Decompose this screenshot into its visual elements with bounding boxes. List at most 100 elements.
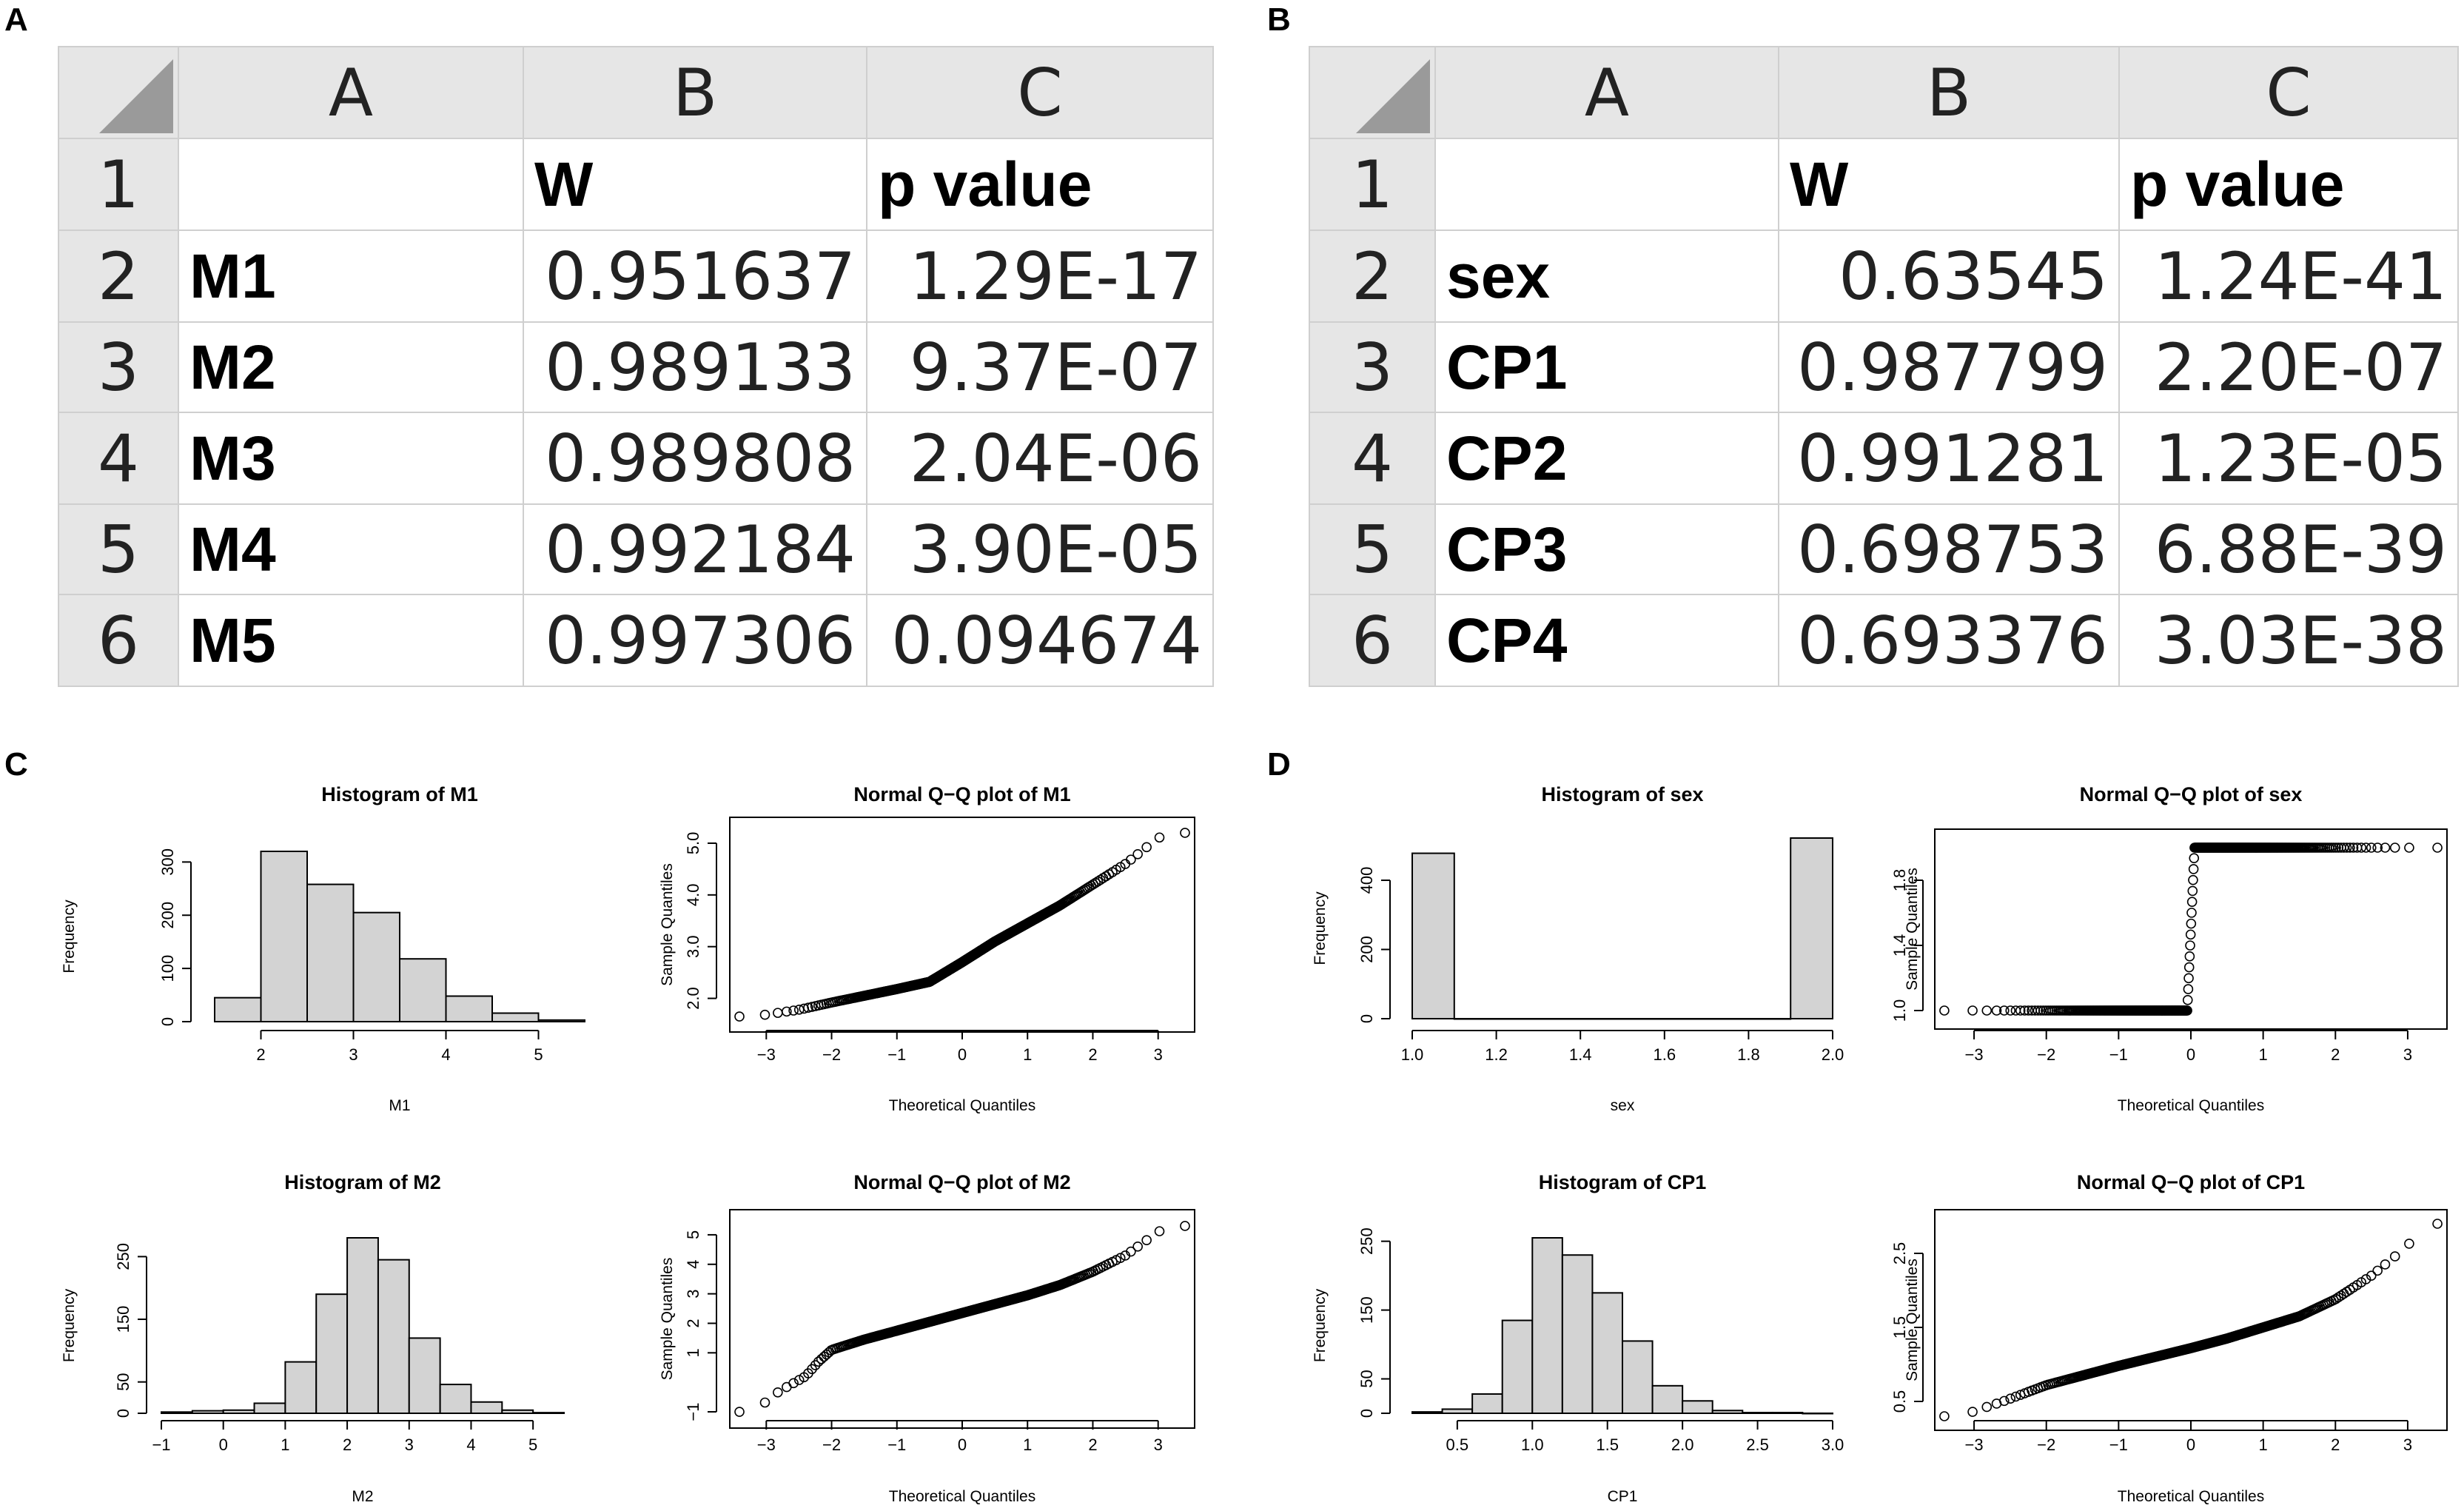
qq-point: [2035, 1005, 2046, 1016]
panel-label-d: D: [1267, 746, 1291, 783]
cell-w[interactable]: 0.997306: [523, 594, 867, 687]
cell-w[interactable]: 0.987799: [1778, 321, 2120, 413]
column-header-a[interactable]: A: [178, 46, 524, 139]
row-header[interactable]: 5: [1309, 503, 1436, 595]
select-all-corner[interactable]: [58, 46, 179, 139]
row-header[interactable]: 5: [58, 503, 179, 595]
panel-label-b: B: [1267, 1, 1291, 38]
column-header-b[interactable]: B: [1778, 46, 2120, 139]
chart-title: Normal Q−Q plot of M1: [853, 783, 1070, 805]
cell-w[interactable]: 0.693376: [1778, 594, 2120, 687]
qq-point: [2023, 1005, 2034, 1016]
cell-label[interactable]: sex: [1434, 230, 1779, 323]
x-tick-label: 2: [2331, 1435, 2340, 1454]
column-header-c[interactable]: C: [2118, 46, 2459, 139]
cell-p[interactable]: 0.094674: [866, 594, 1214, 687]
cell-w[interactable]: 0.951637: [523, 230, 867, 323]
row-header[interactable]: 6: [58, 594, 179, 687]
row-header[interactable]: 2: [58, 230, 179, 323]
histogram-bar: [260, 851, 308, 1022]
cell-label[interactable]: M1: [178, 230, 524, 323]
cell-w-header[interactable]: W: [1778, 138, 2120, 231]
cell-p[interactable]: 9.37E-07: [866, 321, 1214, 413]
y-tick-label: 400: [1357, 867, 1376, 894]
qq-point: [759, 1397, 771, 1408]
cell-p[interactable]: 3.90E-05: [866, 503, 1214, 595]
chart-title: Histogram of M2: [284, 1171, 441, 1193]
cell-p[interactable]: 1.29E-17: [866, 230, 1214, 323]
cell-p[interactable]: 1.24E-41: [2118, 230, 2459, 323]
y-tick-label: 1.8: [1890, 869, 1909, 892]
cell-p[interactable]: 3.03E-38: [2118, 594, 2459, 687]
cell-p[interactable]: 2.04E-06: [866, 412, 1214, 505]
y-axis-label: Frequency: [61, 899, 78, 974]
cell-p[interactable]: 6.88E-39: [2118, 503, 2459, 595]
cell-p-header[interactable]: p value: [2118, 138, 2459, 231]
cell-w[interactable]: 0.698753: [1778, 503, 2120, 595]
qq-point: [734, 1011, 745, 1022]
y-tick-label: 3.0: [684, 935, 702, 958]
cell-w[interactable]: 0.992184: [523, 503, 867, 595]
qq-point: [2183, 962, 2195, 973]
cell[interactable]: [178, 138, 524, 231]
cell-label[interactable]: M2: [178, 321, 524, 413]
qq-point: [1180, 1221, 1190, 1231]
cell-w[interactable]: 0.989133: [523, 321, 867, 413]
x-tick-label: 1.0: [1521, 1435, 1544, 1454]
y-tick-label: 0: [1357, 1014, 1376, 1023]
y-tick-label: 2.5: [1890, 1242, 1909, 1265]
column-header-a[interactable]: A: [1434, 46, 1779, 139]
x-tick-label: 1.4: [1569, 1045, 1592, 1064]
qq-point: [2372, 842, 2383, 853]
cell-w[interactable]: 0.991281: [1778, 412, 2120, 505]
cell-label[interactable]: M5: [178, 594, 524, 687]
row-header[interactable]: 3: [58, 321, 179, 413]
qq-point: [2356, 842, 2367, 853]
row-header[interactable]: 1: [58, 138, 179, 231]
row-header[interactable]: 1: [1309, 138, 1436, 231]
cell-p-header[interactable]: p value: [866, 138, 1214, 231]
row-header[interactable]: 4: [1309, 412, 1436, 505]
select-all-corner[interactable]: [1309, 46, 1436, 139]
x-axis-label: Theoretical Quantiles: [889, 1097, 1035, 1114]
cell-label[interactable]: CP1: [1434, 321, 1779, 413]
y-tick-label: 2.0: [684, 987, 702, 1010]
qq-point: [803, 1002, 813, 1013]
row-header[interactable]: 4: [58, 412, 179, 505]
row-header[interactable]: 3: [1309, 321, 1436, 413]
x-tick-label: 2: [256, 1045, 265, 1064]
cell-p[interactable]: 1.23E-05: [2118, 412, 2459, 505]
row-header[interactable]: 6: [1309, 594, 1436, 687]
qq-point: [1115, 1253, 1126, 1264]
cell-label[interactable]: CP3: [1434, 503, 1779, 595]
qq-point: [2186, 908, 2197, 918]
cell-label[interactable]: M3: [178, 412, 524, 505]
qq-point: [1126, 1246, 1136, 1257]
histogram-bar: [315, 1293, 349, 1415]
cell[interactable]: [1434, 138, 1779, 231]
y-tick-label: −1: [684, 1402, 702, 1421]
y-tick-label: 300: [158, 848, 177, 876]
histogram-bar: [1501, 1319, 1534, 1415]
cell-w[interactable]: 0.63545: [1778, 230, 2120, 323]
cell-label[interactable]: CP2: [1434, 412, 1779, 505]
histogram-bar: [1622, 1340, 1654, 1414]
histogram-bar: [1790, 837, 1833, 1019]
x-axis-label: M1: [389, 1097, 410, 1114]
histogram-bar: [1591, 1292, 1623, 1414]
column-header-b[interactable]: B: [523, 46, 867, 139]
spreadsheet-b: A B C 1 W p value 2 sex 0.63545 1.24E-41…: [1309, 46, 2459, 687]
histogram-bar: [1441, 1408, 1474, 1415]
row-header[interactable]: 2: [1309, 230, 1436, 323]
cell-w[interactable]: 0.989808: [523, 412, 867, 505]
x-tick-label: −1: [887, 1435, 906, 1454]
cell-label[interactable]: M4: [178, 503, 524, 595]
qq-point: [1092, 876, 1104, 887]
chart-title: Normal Q−Q plot of CP1: [2077, 1171, 2305, 1193]
cell-p[interactable]: 2.20E-07: [2118, 321, 2459, 413]
chart-title: Normal Q−Q plot of sex: [2080, 783, 2303, 805]
cell-w-header[interactable]: W: [523, 138, 867, 231]
column-header-c[interactable]: C: [866, 46, 1214, 139]
cell-label[interactable]: CP4: [1434, 594, 1779, 687]
y-tick-label: 1: [684, 1348, 702, 1357]
